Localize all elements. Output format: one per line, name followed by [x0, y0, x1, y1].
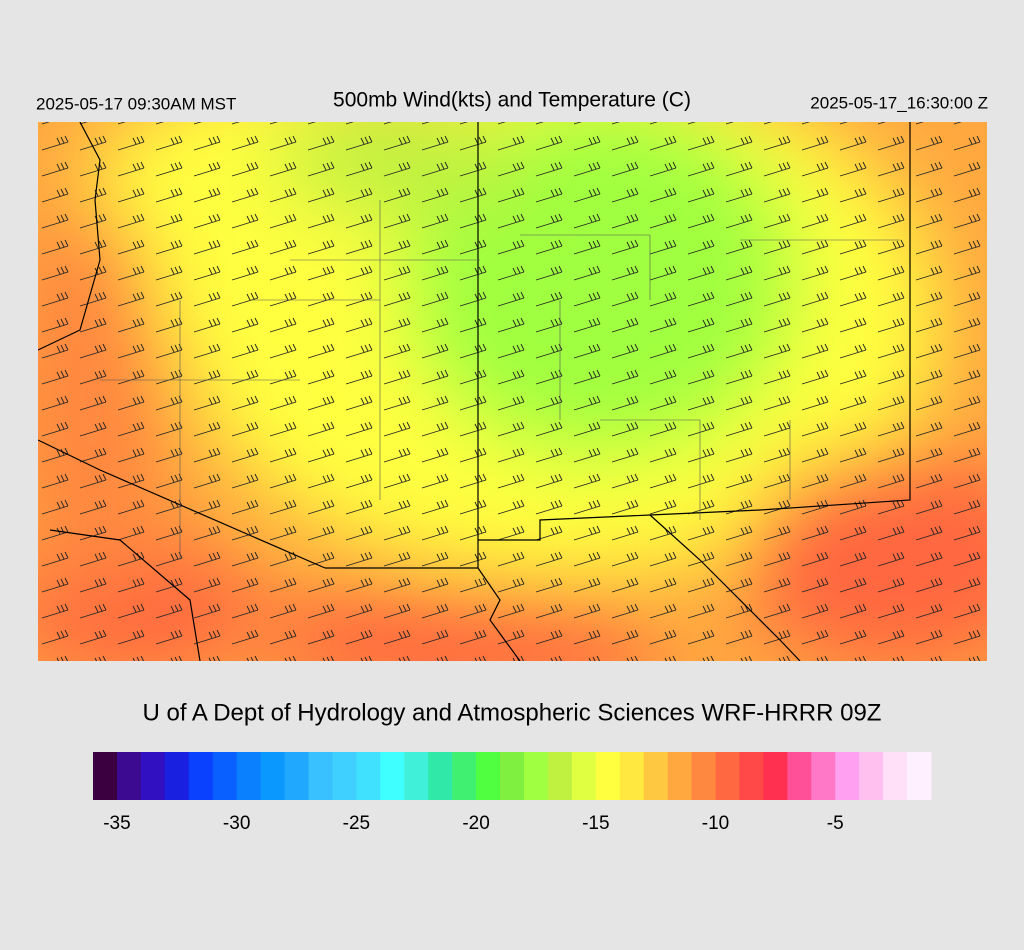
colorbar-swatch [188, 752, 214, 800]
state-borders [38, 122, 911, 661]
colorbar-swatch [500, 752, 525, 800]
colorbar-tick-label: -5 [827, 813, 844, 834]
colorbar-swatch [476, 752, 501, 800]
colorbar-swatch [164, 752, 190, 800]
temperature-map [38, 122, 987, 661]
colorbar-tick-label: -30 [223, 813, 250, 834]
colorbar-tick-label: -10 [702, 813, 729, 834]
county-borders [100, 200, 900, 560]
colorbar-swatch [859, 752, 884, 800]
colorbar: -35 -30 -25 -20 -15 -10 -5 [93, 752, 932, 834]
colorbar-swatch [356, 752, 381, 800]
colorbar-swatch [308, 752, 333, 800]
colorbar-swatch [835, 752, 860, 800]
colorbar-swatch [883, 752, 908, 800]
credit: U of A Dept of Hydrology and Atmospheric… [143, 699, 882, 726]
colorbar-swatch [571, 752, 597, 800]
colorbar-swatch [667, 752, 693, 800]
colorbar-swatch [332, 752, 357, 800]
colorbar-swatch [284, 752, 309, 800]
wind-barbs [38, 122, 987, 661]
colorbar-tick-label: -20 [462, 813, 489, 834]
colorbar-swatch [116, 752, 142, 800]
colorbar-swatch [212, 752, 238, 800]
colorbar-swatch [619, 752, 645, 800]
colorbar-swatch [140, 752, 166, 800]
colorbar-swatch [93, 752, 118, 800]
map-title: 500mb Wind(kts) and Temperature (C) [333, 89, 691, 112]
colorbar-swatch [691, 752, 717, 800]
valid-local-time: 2025-05-17 09:30AM MST [36, 94, 236, 113]
colorbar-swatch [643, 752, 669, 800]
colorbar-swatch [404, 752, 429, 800]
colorbar-swatch [547, 752, 573, 800]
colorbar-tick-label: -35 [103, 813, 130, 834]
colorbar-swatch [811, 752, 836, 800]
colorbar-swatch [260, 752, 286, 800]
colorbar-swatch [452, 752, 477, 800]
colorbar-swatch [907, 752, 932, 800]
colorbar-swatch [428, 752, 453, 800]
colorbar-swatch [380, 752, 405, 800]
valid-utc-time: 2025-05-17_16:30:00 Z [810, 93, 988, 112]
colorbar-tick-label: -15 [582, 813, 609, 834]
colorbar-swatch [236, 752, 262, 800]
colorbar-swatch [787, 752, 812, 800]
colorbar-swatch [763, 752, 788, 800]
colorbar-swatch [523, 752, 549, 800]
colorbar-swatch [739, 752, 764, 800]
colorbar-swatch [595, 752, 621, 800]
colorbar-tick-label: -25 [343, 813, 370, 834]
colorbar-swatch [715, 752, 740, 800]
